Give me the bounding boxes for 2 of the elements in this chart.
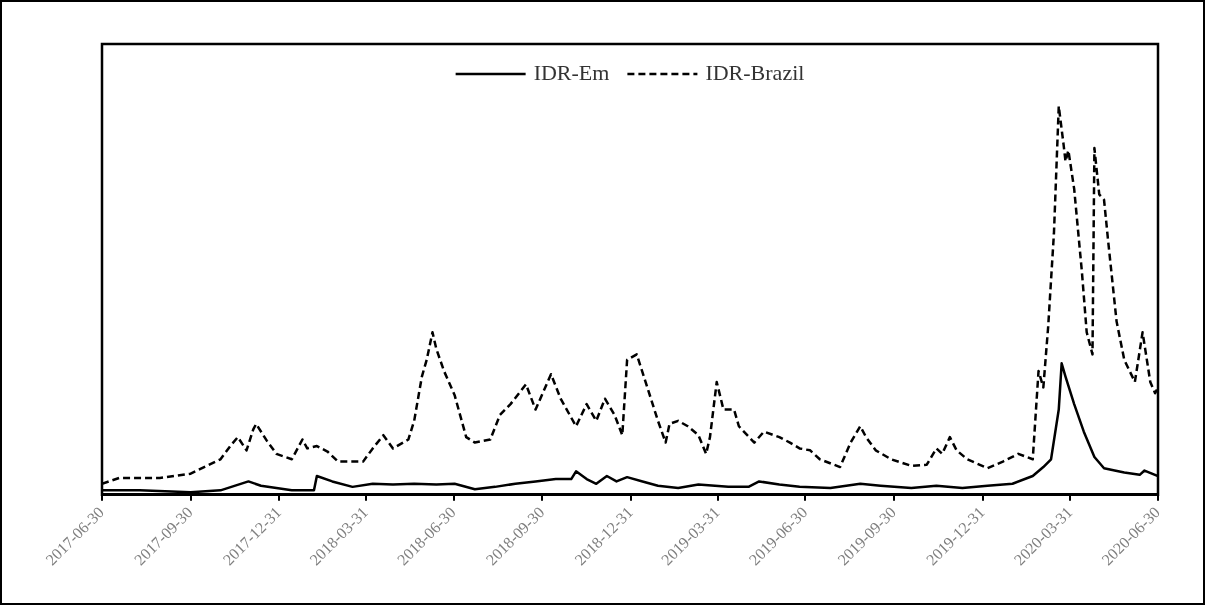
legend-label: IDR-Em — [533, 59, 610, 85]
legend-label: IDR-Brazil — [705, 59, 805, 85]
